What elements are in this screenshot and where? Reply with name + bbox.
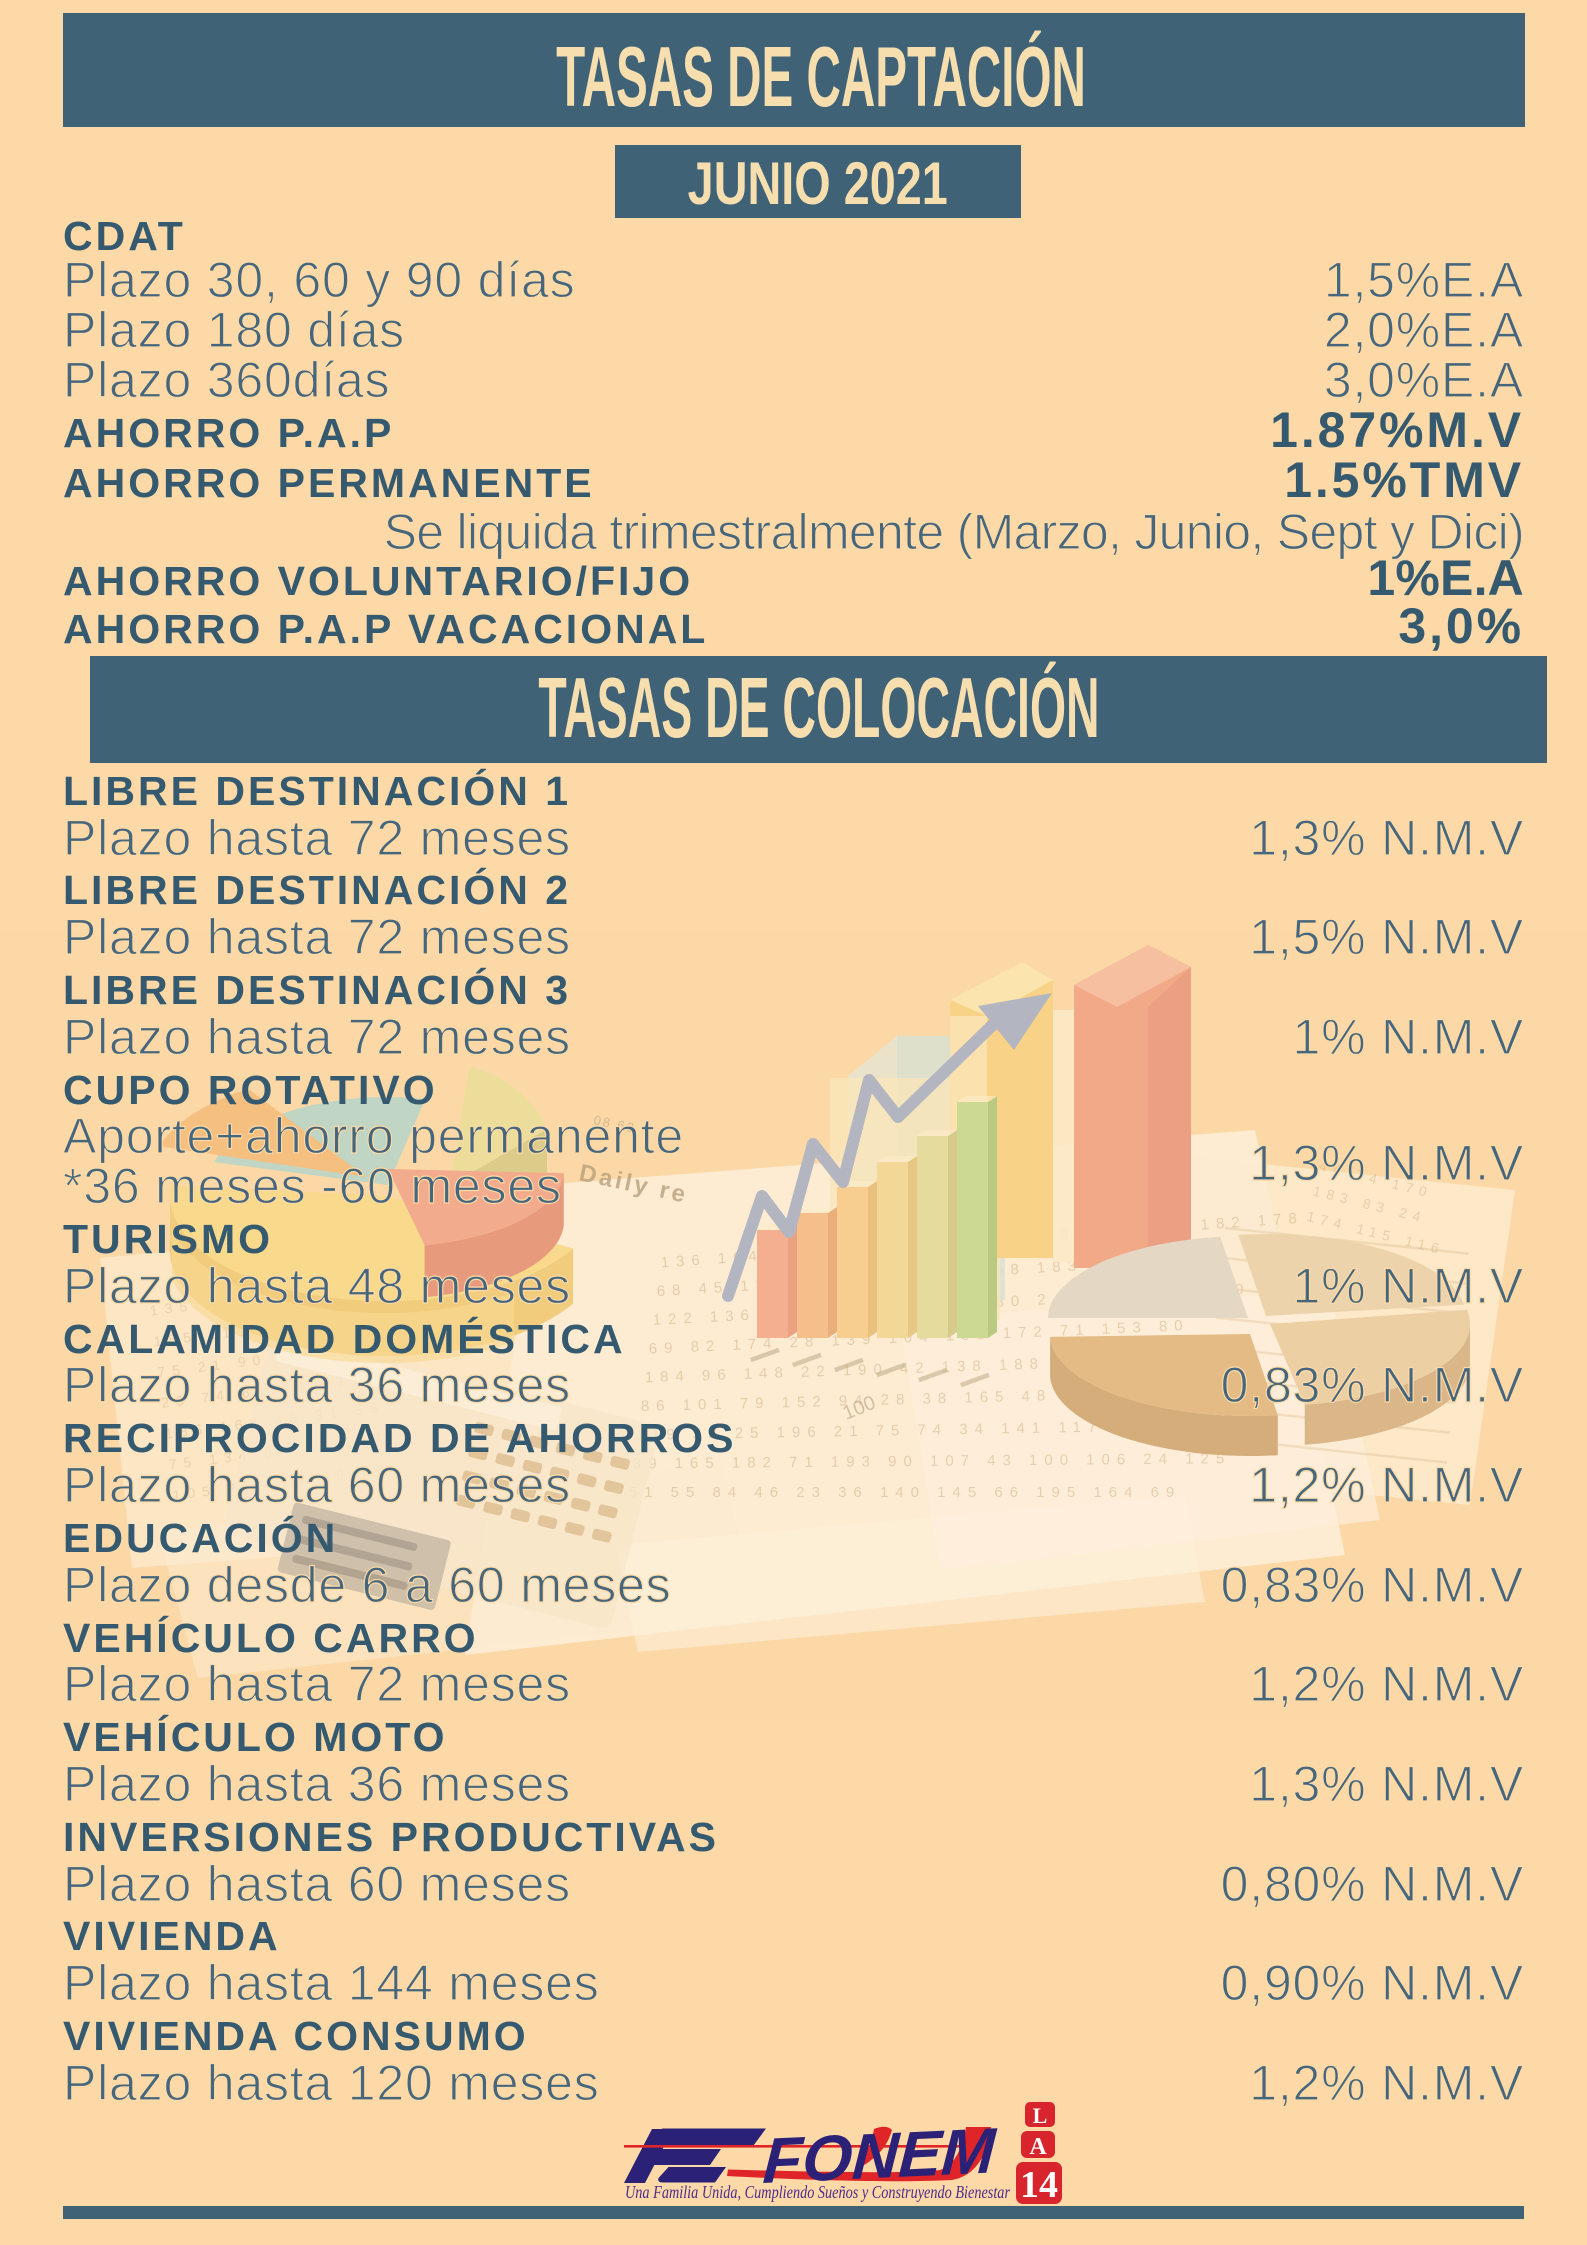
svg-text:51 55 84 46 23 36: 51 55 84 46 23 36 140 145 66 195 164 69 xyxy=(629,1484,1181,1501)
svg-text:L: L xyxy=(1033,2103,1048,2128)
svg-text:14: 14 xyxy=(1020,2164,1058,2206)
svg-text:A: A xyxy=(1029,2134,1047,2160)
svg-text:FONEM: FONEM xyxy=(761,2114,999,2197)
svg-text:Una Familia Unida, Cumpliendo: Una Familia Unida, Cumpliendo Sueños y C… xyxy=(625,2182,1011,2202)
svg-text:39 165 182 71 193 90: 39 165 182 71 193 90 107 43 100 106 24 1… xyxy=(633,1450,1232,1472)
